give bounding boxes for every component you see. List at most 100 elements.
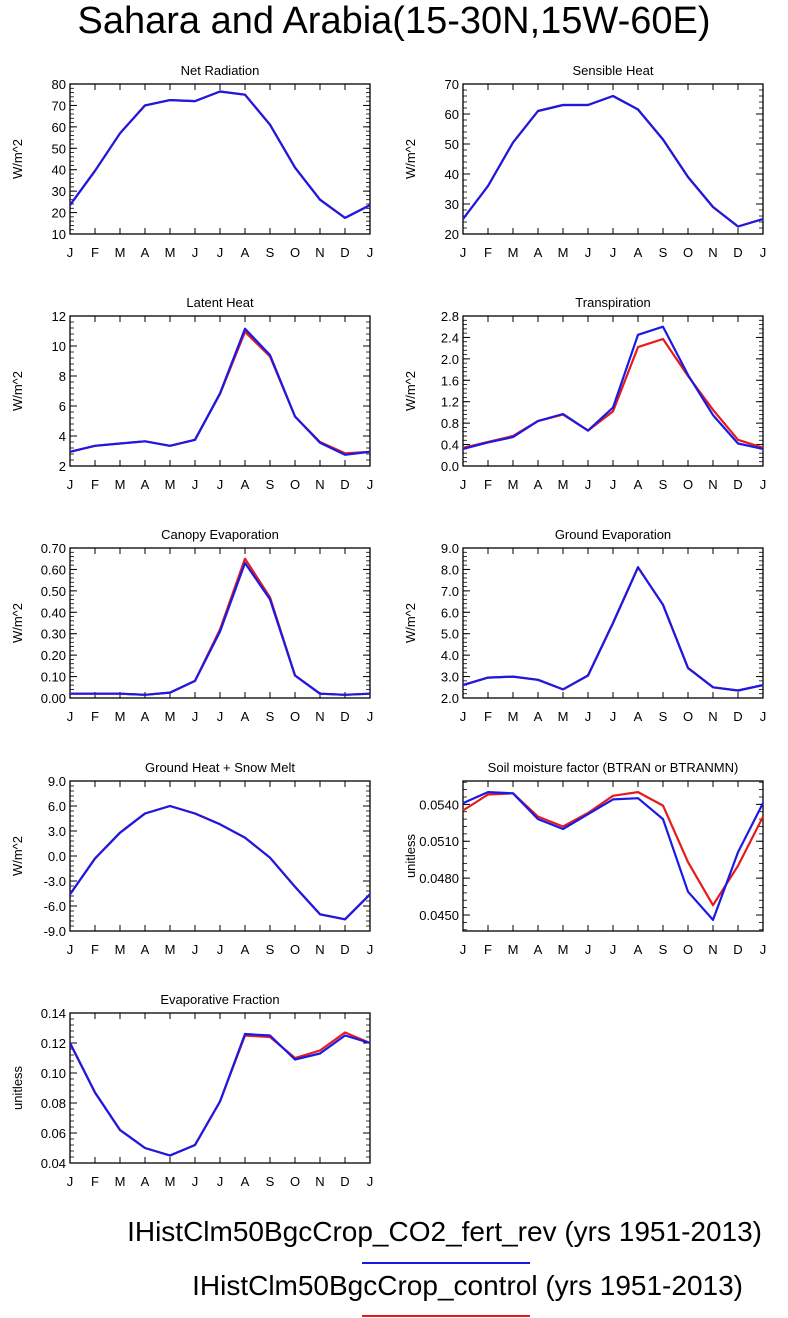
x-tick-label: A	[141, 245, 150, 260]
y-tick-label: 40	[445, 167, 459, 182]
x-tick-label: J	[67, 942, 74, 957]
x-tick-label: J	[585, 942, 592, 957]
y-tick-label: 0.00	[41, 691, 66, 706]
series-line-control	[69, 90, 371, 219]
y-tick-label: 0.50	[41, 584, 66, 599]
x-tick-label: J	[217, 245, 224, 260]
y-tick-label: 0.8	[441, 416, 459, 431]
chart-title: Evaporative Fraction	[160, 992, 279, 1007]
series-line-fert	[69, 327, 371, 456]
x-tick-label: O	[290, 245, 300, 260]
x-tick-label: J	[585, 709, 592, 724]
y-tick-label: 9.0	[441, 541, 459, 556]
x-tick-label: J	[67, 477, 74, 492]
x-tick-label: J	[367, 245, 374, 260]
y-axis-label: W/m^2	[403, 139, 418, 179]
x-tick-label: M	[115, 245, 126, 260]
x-tick-label: S	[659, 942, 668, 957]
y-tick-label: 2.0	[441, 352, 459, 367]
chart-title: Canopy Evaporation	[161, 527, 279, 542]
y-axis-label: W/m^2	[10, 603, 25, 643]
y-tick-label: 6	[59, 399, 66, 414]
x-tick-label: J	[610, 477, 617, 492]
y-tick-label: 0.0450	[419, 908, 459, 923]
x-tick-label: J	[67, 1174, 74, 1189]
plot-frame	[462, 315, 764, 467]
x-tick-label: N	[315, 1174, 324, 1189]
x-tick-label: J	[760, 245, 767, 260]
y-tick-label: 7.0	[441, 584, 459, 599]
x-tick-label: S	[659, 709, 668, 724]
y-tick-label: 2.0	[441, 691, 459, 706]
series-line-control	[462, 94, 764, 228]
x-tick-label: N	[315, 942, 324, 957]
x-tick-label: D	[340, 477, 349, 492]
y-axis-label: unitless	[10, 1065, 25, 1110]
x-tick-label: O	[683, 942, 693, 957]
series-line-fert	[462, 790, 764, 922]
y-tick-label: 5.0	[441, 627, 459, 642]
x-tick-label: O	[290, 477, 300, 492]
x-tick-label: O	[683, 477, 693, 492]
x-tick-label: J	[585, 245, 592, 260]
x-tick-label: O	[290, 942, 300, 957]
x-tick-label: M	[558, 709, 569, 724]
x-tick-label: A	[241, 942, 250, 957]
x-tick-label: D	[340, 1174, 349, 1189]
series-line-fert	[462, 94, 764, 228]
x-tick-label: A	[634, 245, 643, 260]
x-tick-label: J	[217, 709, 224, 724]
x-tick-label: J	[192, 942, 199, 957]
x-tick-label: M	[508, 709, 519, 724]
y-axis-label: W/m^2	[10, 371, 25, 411]
x-tick-label: O	[290, 709, 300, 724]
x-tick-label: M	[165, 245, 176, 260]
x-tick-label: D	[340, 709, 349, 724]
y-tick-label: 0.20	[41, 648, 66, 663]
y-axis-label: W/m^2	[10, 836, 25, 876]
page-title: Sahara and Arabia(15-30N,15W-60E)	[77, 0, 711, 42]
x-tick-label: J	[760, 477, 767, 492]
x-tick-label: S	[266, 709, 275, 724]
y-tick-label: 0.06	[41, 1126, 66, 1141]
y-tick-label: 0.0480	[419, 871, 459, 886]
x-tick-label: F	[484, 477, 492, 492]
series-line-control	[462, 337, 764, 449]
chart-8: Soil moisture factor (BTRAN or BTRANMN) J…	[403, 760, 766, 957]
x-tick-label: M	[508, 477, 519, 492]
y-tick-label: 8.0	[441, 562, 459, 577]
x-tick-label: J	[217, 942, 224, 957]
x-tick-label: J	[192, 1174, 199, 1189]
x-tick-label: J	[192, 709, 199, 724]
y-tick-label: 8	[59, 369, 66, 384]
x-tick-label: M	[165, 1174, 176, 1189]
y-tick-label: 50	[52, 141, 66, 156]
x-tick-label: J	[460, 245, 467, 260]
x-tick-label: A	[141, 1174, 150, 1189]
y-tick-label: 0.60	[41, 562, 66, 577]
x-tick-label: A	[241, 245, 250, 260]
chart-title: Transpiration	[575, 295, 650, 310]
x-tick-label: M	[165, 709, 176, 724]
x-tick-label: J	[460, 709, 467, 724]
x-tick-label: D	[340, 245, 349, 260]
y-tick-label: 0.4	[441, 438, 459, 453]
y-tick-label: 70	[445, 77, 459, 92]
plot-frame	[69, 83, 371, 235]
y-tick-label: 4	[59, 429, 66, 444]
x-tick-label: D	[733, 942, 742, 957]
series-line-control	[462, 566, 764, 692]
chart-title: Net Radiation	[181, 63, 260, 78]
series-line-fert	[69, 804, 371, 921]
x-tick-label: A	[534, 942, 543, 957]
x-tick-label: F	[484, 942, 492, 957]
y-tick-label: 0.0510	[419, 834, 459, 849]
y-tick-label: 60	[52, 120, 66, 135]
y-tick-label: 0.10	[41, 670, 66, 685]
y-axis-label: W/m^2	[403, 603, 418, 643]
